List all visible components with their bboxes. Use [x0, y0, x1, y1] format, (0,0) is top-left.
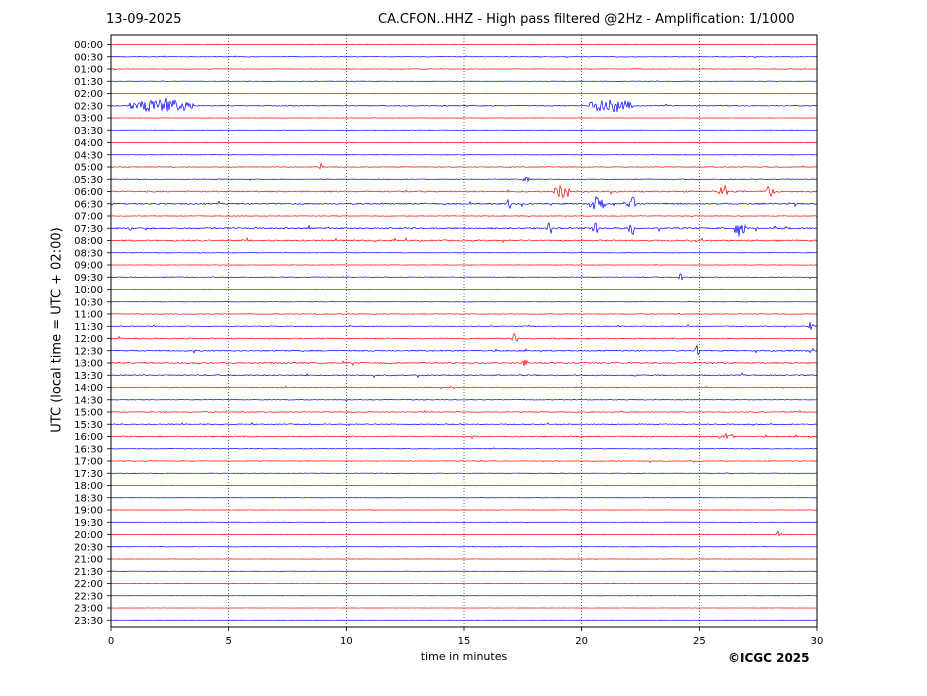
trace-0700 [110, 215, 818, 218]
trace-0500 [110, 162, 818, 170]
y-tick-label: 20:00 [74, 530, 103, 541]
y-tick-label: 00:00 [74, 40, 103, 51]
trace-0630 [110, 195, 818, 210]
date-label: 13-09-2025 [106, 12, 182, 27]
trace-0400 [110, 141, 818, 144]
y-tick-label: 21:00 [74, 555, 103, 566]
trace-0130 [110, 80, 818, 82]
trace-1430 [110, 398, 818, 402]
trace-1500 [110, 410, 818, 413]
y-tick-label: 16:30 [74, 444, 103, 455]
trace-1200 [110, 333, 818, 342]
trace-0830 [110, 252, 818, 254]
trace-1600 [110, 432, 818, 440]
trace-1330 [110, 372, 818, 379]
x-tick-label: 15 [458, 636, 471, 647]
trace-1830 [110, 496, 818, 499]
y-tick-label: 18:00 [74, 481, 103, 492]
y-tick-label: 23:30 [74, 616, 103, 627]
trace-1230 [110, 344, 818, 356]
x-tick-label: 20 [575, 636, 588, 647]
y-tick-label: 03:30 [74, 126, 103, 137]
y-tick-label: 06:00 [74, 187, 103, 198]
trace-1300 [110, 359, 818, 367]
x-tick-label: 5 [225, 636, 231, 647]
trace-0900 [110, 263, 818, 266]
x-tick-label: 25 [693, 636, 706, 647]
trace-1700 [110, 459, 818, 463]
trace-1630 [110, 447, 818, 450]
x-tick-label: 10 [340, 636, 353, 647]
trace-1900 [110, 509, 818, 511]
trace-0730 [110, 221, 818, 237]
trace-1000 [110, 288, 818, 291]
y-tick-label: 11:00 [74, 310, 103, 321]
y-tick-label: 06:30 [74, 199, 103, 210]
trace-0430 [110, 153, 818, 156]
y-tick-label: 08:30 [74, 248, 103, 259]
y-tick-label: 16:00 [74, 432, 103, 443]
y-tick-label: 00:30 [74, 52, 103, 63]
y-tick-label: 12:00 [74, 334, 103, 345]
trace-1530 [110, 422, 818, 427]
y-tick-label: 17:00 [74, 457, 103, 468]
trace-1130 [110, 322, 818, 330]
trace-0930 [110, 273, 818, 281]
trace-1100 [110, 312, 818, 315]
trace-0600 [110, 184, 818, 199]
copyright-label: ©ICGC 2025 [728, 651, 810, 665]
trace-1400 [110, 385, 818, 390]
y-tick-label: 19:30 [74, 518, 103, 529]
y-tick-label: 03:00 [74, 114, 103, 125]
trace-0100 [110, 67, 818, 71]
y-tick-label: 22:00 [74, 579, 103, 590]
trace-1800 [110, 484, 818, 487]
y-tick-label: 17:30 [74, 469, 103, 480]
y-tick-label: 05:00 [74, 163, 103, 174]
y-tick-label: 18:30 [74, 493, 103, 504]
x-tick-label: 30 [811, 636, 824, 647]
y-tick-label: 15:30 [74, 420, 103, 431]
trace-0230 [110, 98, 818, 113]
chart-title: CA.CFON..HHZ - High pass filtered @2Hz -… [378, 12, 795, 27]
y-tick-label: 13:30 [74, 371, 103, 382]
y-axis-label: UTC (local time = UTC + 02:00) [49, 227, 65, 433]
y-tick-label: 09:30 [74, 273, 103, 284]
y-tick-label: 08:00 [74, 236, 103, 247]
plot-frame [110, 34, 818, 628]
trace-1730 [110, 472, 818, 474]
y-tick-label: 20:30 [74, 542, 103, 553]
trace-1030 [110, 300, 818, 303]
y-tick-label: 19:00 [74, 506, 103, 517]
y-tick-label: 23:00 [74, 604, 103, 615]
y-tick-label: 21:30 [74, 567, 103, 578]
y-tick-label: 10:30 [74, 297, 103, 308]
y-tick-label: 02:30 [74, 101, 103, 112]
y-tick-label: 15:00 [74, 408, 103, 419]
trace-2000 [110, 530, 818, 537]
x-axis-label: time in minutes [420, 650, 508, 663]
y-tick-label: 04:00 [74, 138, 103, 149]
y-tick-label: 10:00 [74, 285, 103, 296]
x-tick-label: 0 [108, 636, 114, 647]
y-tick-label: 05:30 [74, 175, 103, 186]
y-tick-label: 12:30 [74, 346, 103, 357]
y-tick-label: 14:30 [74, 395, 103, 406]
y-tick-label: 22:30 [74, 591, 103, 602]
y-tick-label: 01:30 [74, 77, 103, 88]
y-tick-label: 07:00 [74, 212, 103, 223]
y-tick-label: 13:00 [74, 359, 103, 370]
y-tick-label: 04:30 [74, 150, 103, 161]
trace-0800 [110, 237, 818, 244]
y-tick-label: 09:00 [74, 261, 103, 272]
y-tick-label: 07:30 [74, 224, 103, 235]
y-tick-label: 11:30 [74, 322, 103, 333]
y-tick-label: 01:00 [74, 65, 103, 76]
trace-0530 [110, 176, 818, 183]
trace-0030 [110, 55, 818, 59]
trace-0000 [110, 43, 818, 46]
y-tick-label: 14:00 [74, 383, 103, 394]
y-tick-label: 02:00 [74, 89, 103, 100]
